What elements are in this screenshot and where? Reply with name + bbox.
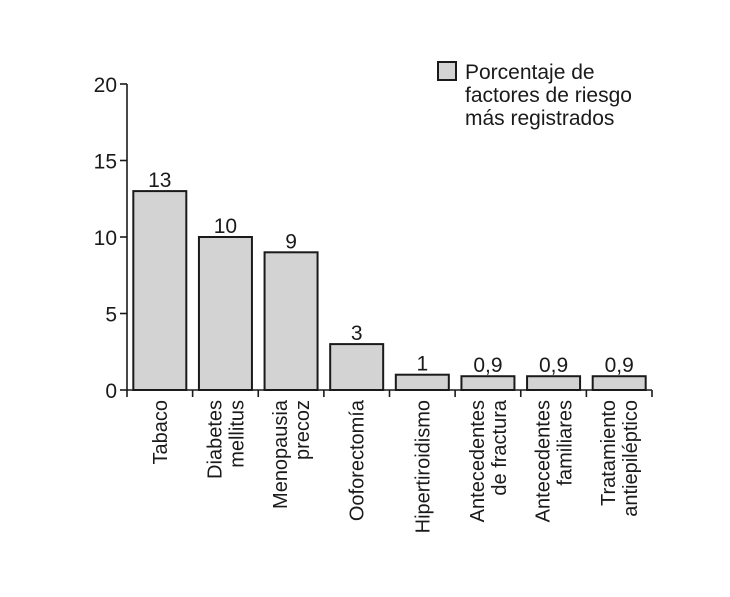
- x-category-label-line: Tratamiento: [598, 400, 620, 506]
- x-category-label-line: familiares: [555, 400, 577, 486]
- x-category-label-line: Tabaco: [150, 400, 172, 465]
- x-category-label: Antecedentes de fractura: [467, 399, 511, 522]
- x-category-label-line: precoz: [292, 400, 314, 460]
- x-category-label: Ooforectomía: [347, 399, 369, 521]
- bars: 13 10 9 3 1 0,9 0,9 0,9: [132, 169, 647, 392]
- y-tick-label: 20: [94, 74, 117, 97]
- x-category-label-line: Antecedentes: [533, 400, 555, 522]
- x-category-label-line: Menopausia: [270, 399, 292, 509]
- bar: [263, 251, 319, 391]
- x-category-label: Tabaco: [150, 400, 172, 465]
- data-label: 0,9: [473, 354, 502, 377]
- x-category-label: Tratamiento antiepiléptico: [598, 400, 642, 517]
- y-tick-label: 0: [105, 380, 117, 403]
- y-tick-label: 5: [105, 304, 117, 327]
- bar: [329, 343, 385, 392]
- legend-label-line-3: más registrados: [465, 107, 614, 130]
- x-category-label: Menopausia precoz: [270, 399, 314, 509]
- x-axis: Tabaco Diabetes mellitus Menopausia precoz Oo…: [126, 389, 653, 533]
- y-tick-label: 15: [94, 151, 117, 174]
- x-category-label-line: mellitus: [226, 400, 248, 468]
- data-label: 10: [214, 215, 237, 238]
- data-label: 3: [351, 322, 363, 345]
- bar: [132, 190, 188, 391]
- x-category-label-line: de fractura: [489, 399, 511, 495]
- data-label: 0,9: [539, 354, 568, 377]
- data-label: 13: [148, 169, 171, 192]
- data-label: 1: [416, 353, 428, 376]
- x-category-label: Hipertiroidismo: [412, 400, 434, 533]
- x-category-label-line: Ooforectomía: [347, 399, 369, 521]
- x-category-label-line: Diabetes: [204, 400, 226, 479]
- bar: [526, 375, 582, 392]
- data-label: 9: [285, 230, 297, 253]
- x-category-label-line: Antecedentes: [467, 400, 489, 522]
- bar: [591, 375, 647, 392]
- legend: Porcentaje de factores de riesgo más reg…: [437, 61, 632, 130]
- y-axis: 0 5 10 15 20: [94, 74, 128, 403]
- bar: [460, 375, 516, 392]
- legend-swatch: [437, 61, 457, 81]
- y-tick-label: 10: [94, 227, 117, 250]
- legend-label-line-1: Porcentaje de: [465, 61, 595, 84]
- data-label: 0,9: [605, 354, 634, 377]
- x-category-label-line: Hipertiroidismo: [412, 400, 434, 533]
- bar: [197, 236, 253, 391]
- x-category-label: Antecedentes familiares: [533, 400, 577, 522]
- bar: [394, 373, 450, 392]
- x-category-label-line: antiepiléptico: [620, 400, 642, 517]
- legend-label-line-2: factores de riesgo: [465, 84, 632, 107]
- x-category-label: Diabetes mellitus: [204, 400, 248, 479]
